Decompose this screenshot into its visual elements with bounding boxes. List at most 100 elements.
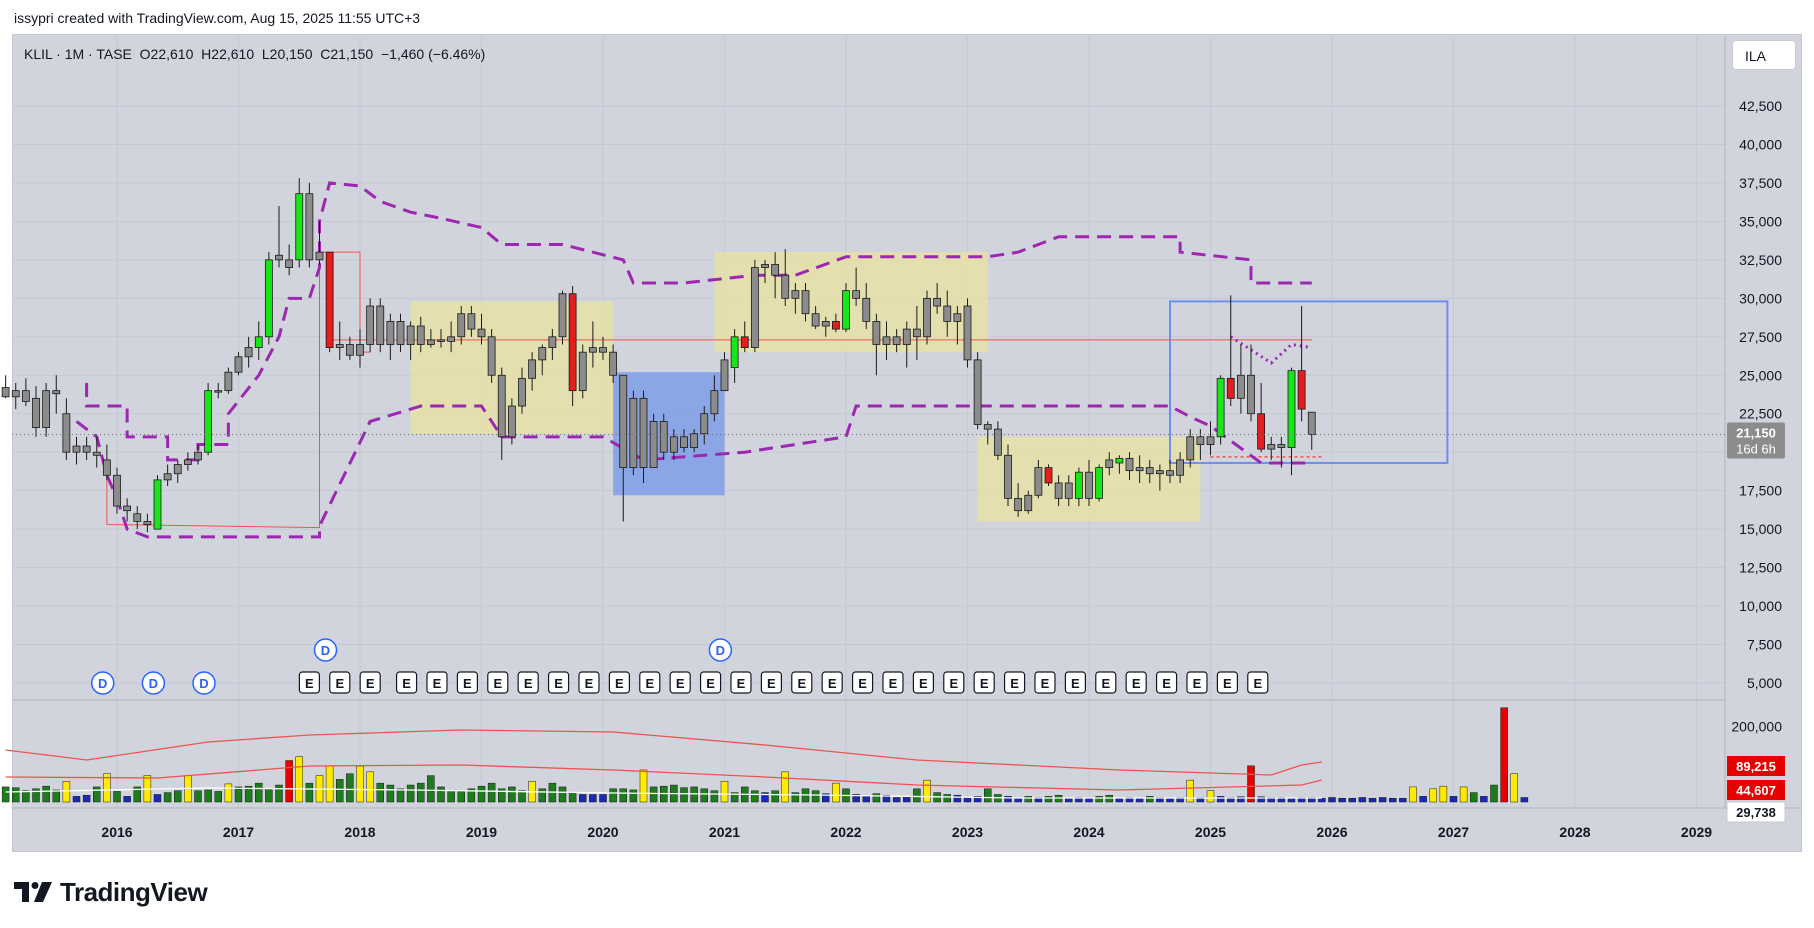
earnings-marker[interactable] xyxy=(426,671,448,694)
candle-body[interactable] xyxy=(912,328,921,338)
candle-body[interactable] xyxy=(72,445,81,453)
dividend-marker[interactable] xyxy=(313,638,338,662)
candle-body[interactable] xyxy=(214,390,223,393)
earnings-marker[interactable] xyxy=(943,671,965,694)
candle-body[interactable] xyxy=(396,321,405,345)
candle-body[interactable] xyxy=(42,390,51,428)
earnings-marker[interactable] xyxy=(487,671,509,694)
candle-body[interactable] xyxy=(315,251,324,261)
earnings-marker[interactable] xyxy=(1095,671,1117,694)
candle-body[interactable] xyxy=(943,305,952,322)
candle-body[interactable] xyxy=(801,290,810,315)
candle-body[interactable] xyxy=(1054,482,1063,499)
candle-body[interactable] xyxy=(163,473,172,481)
earnings-marker[interactable] xyxy=(882,671,904,694)
candle-body[interactable] xyxy=(1004,454,1012,499)
candle-body[interactable] xyxy=(244,347,253,358)
candle-body[interactable] xyxy=(1085,471,1093,499)
candle-body[interactable] xyxy=(548,336,557,348)
candle-body[interactable] xyxy=(1226,377,1235,399)
candle-body[interactable] xyxy=(518,377,526,407)
candle-body[interactable] xyxy=(1064,482,1073,499)
candle-body[interactable] xyxy=(953,313,962,322)
candle-body[interactable] xyxy=(21,390,30,402)
candle-body[interactable] xyxy=(477,328,486,338)
candle-body[interactable] xyxy=(1257,413,1266,450)
candle-body[interactable] xyxy=(113,474,121,507)
candle-body[interactable] xyxy=(1247,374,1255,415)
candle-body[interactable] xyxy=(1074,471,1083,499)
candle-body[interactable] xyxy=(305,193,314,261)
candle-body[interactable] xyxy=(902,328,911,345)
candle-body[interactable] xyxy=(102,459,111,476)
candle-body[interactable] xyxy=(1277,444,1286,448)
candle-body[interactable] xyxy=(275,254,283,261)
tradingview-brand[interactable]: TradingView xyxy=(14,877,208,907)
candle-body[interactable] xyxy=(730,336,739,368)
candle-body[interactable] xyxy=(1206,436,1215,445)
candle-body[interactable] xyxy=(366,305,375,345)
candle-body[interactable] xyxy=(1236,374,1245,399)
earnings-marker[interactable] xyxy=(395,671,418,694)
earnings-marker[interactable] xyxy=(669,671,691,694)
candle-body[interactable] xyxy=(629,397,638,468)
candle-body[interactable] xyxy=(609,351,618,376)
candle-body[interactable] xyxy=(882,336,891,345)
earnings-marker[interactable] xyxy=(1216,671,1238,694)
candle-body[interactable] xyxy=(538,347,547,361)
candle-body[interactable] xyxy=(1186,436,1195,461)
candle-body[interactable] xyxy=(791,290,800,299)
candle-body[interactable] xyxy=(194,451,202,461)
candle-body[interactable] xyxy=(842,290,850,330)
candle-body[interactable] xyxy=(993,428,1002,456)
candle-body[interactable] xyxy=(1034,467,1043,496)
candle-body[interactable] xyxy=(680,436,688,448)
candle-body[interactable] xyxy=(1155,470,1164,475)
earnings-marker[interactable] xyxy=(359,671,381,694)
candle-body[interactable] xyxy=(1014,497,1023,512)
candle-body[interactable] xyxy=(62,413,71,453)
candle-body[interactable] xyxy=(831,321,840,330)
dividend-marker[interactable] xyxy=(141,671,166,695)
candle-body[interactable] xyxy=(52,390,61,395)
candle-body[interactable] xyxy=(416,325,425,345)
candle-body[interactable] xyxy=(690,433,699,448)
candle-body[interactable] xyxy=(862,297,871,322)
candle-body[interactable] xyxy=(1216,377,1225,438)
candle-body[interactable] xyxy=(1024,494,1033,512)
candle-body[interactable] xyxy=(224,371,233,392)
dividend-marker[interactable] xyxy=(192,671,216,695)
candle-body[interactable] xyxy=(771,264,780,276)
earnings-marker[interactable] xyxy=(639,671,661,694)
candle-body[interactable] xyxy=(710,390,719,415)
earnings-marker[interactable] xyxy=(1003,671,1026,694)
candle-body[interactable] xyxy=(467,313,476,330)
candle-body[interactable] xyxy=(1307,411,1316,435)
earnings-marker[interactable] xyxy=(547,671,570,694)
earnings-marker[interactable] xyxy=(1247,671,1269,694)
candle-body[interactable] xyxy=(933,297,942,307)
candle-body[interactable] xyxy=(325,251,334,348)
candle-body[interactable] xyxy=(1095,467,1104,499)
earnings-marker[interactable] xyxy=(1034,671,1056,694)
candle-body[interactable] xyxy=(447,336,456,342)
currency-button[interactable]: ILA xyxy=(1732,40,1796,70)
channel-inner-dotted[interactable] xyxy=(1229,335,1312,365)
candle-body[interactable] xyxy=(1145,467,1154,475)
dividend-marker[interactable] xyxy=(708,638,733,662)
candle-body[interactable] xyxy=(1105,459,1114,468)
candle-body[interactable] xyxy=(973,359,982,425)
candle-body[interactable] xyxy=(295,193,304,261)
candle-body[interactable] xyxy=(487,336,496,376)
candle-body[interactable] xyxy=(11,390,20,398)
candle-body[interactable] xyxy=(264,259,273,338)
candle-body[interactable] xyxy=(578,351,587,392)
candle-body[interactable] xyxy=(1176,459,1185,476)
candle-body[interactable] xyxy=(1287,370,1296,448)
candle-body[interactable] xyxy=(153,479,162,530)
candle-body[interactable] xyxy=(872,321,881,345)
earnings-marker[interactable] xyxy=(456,671,478,694)
candle-body[interactable] xyxy=(345,344,354,356)
candle-body[interactable] xyxy=(923,297,931,338)
candle-body[interactable] xyxy=(507,405,516,438)
